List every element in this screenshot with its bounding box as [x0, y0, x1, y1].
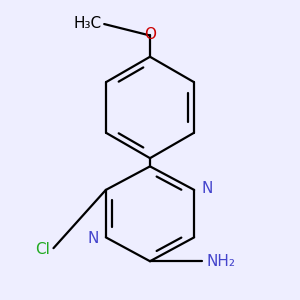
Text: O: O — [144, 27, 156, 42]
Text: N: N — [201, 181, 213, 196]
Text: H₃C: H₃C — [74, 16, 102, 31]
Text: NH₂: NH₂ — [206, 254, 235, 269]
Text: N: N — [87, 232, 99, 247]
Text: Cl: Cl — [35, 242, 50, 257]
